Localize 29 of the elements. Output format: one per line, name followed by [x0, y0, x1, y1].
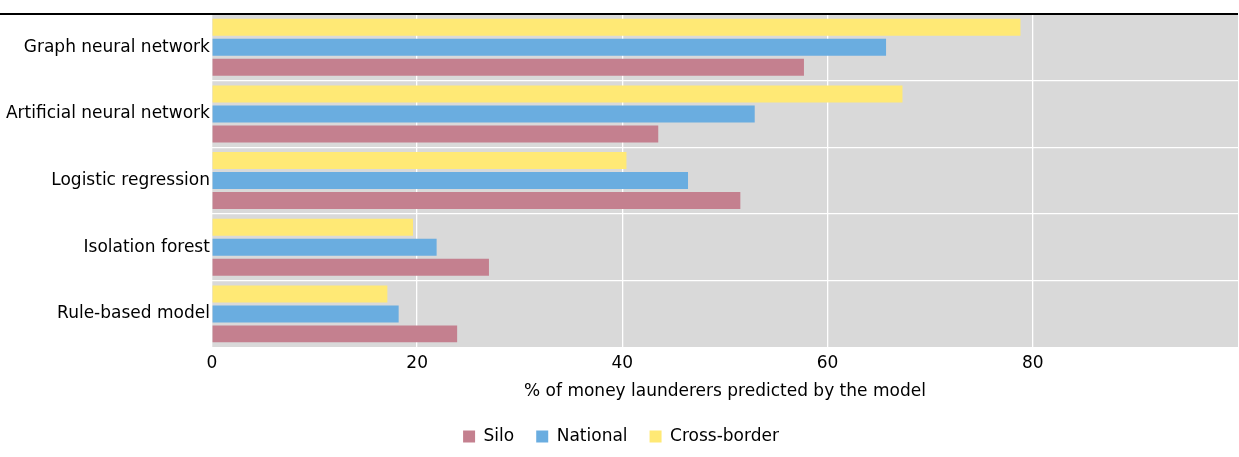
bar — [212, 218, 414, 236]
bar — [212, 258, 489, 276]
legend-label: National — [556, 424, 628, 445]
bar — [212, 285, 388, 303]
bar — [212, 325, 458, 343]
y-tick-label: Rule-based model — [57, 302, 210, 323]
bar — [212, 152, 627, 170]
y-tick-label: Logistic regression — [51, 169, 210, 190]
bar — [212, 125, 659, 143]
bar — [212, 238, 437, 256]
x-tick-label: 80 — [1021, 351, 1044, 372]
x-tick-label: 0 — [206, 351, 218, 372]
legend-label: Silo — [483, 424, 515, 445]
x-axis-title: % of money launderers predicted by the model — [524, 380, 926, 401]
bar — [212, 18, 1021, 36]
bar — [212, 192, 741, 210]
bar — [212, 105, 755, 123]
bar — [212, 38, 887, 56]
bar — [212, 58, 804, 76]
x-tick-label: 20 — [406, 351, 428, 372]
bar — [212, 85, 903, 103]
bar — [212, 172, 689, 190]
y-tick-label: Artificial neural network — [5, 102, 211, 123]
x-tick-label: 40 — [611, 351, 634, 372]
legend-label: Cross-border — [670, 424, 779, 445]
x-tick-label: 60 — [816, 351, 839, 372]
y-tick-label: Graph neural network — [23, 35, 211, 56]
bar — [212, 305, 399, 323]
y-tick-label: Isolation forest — [83, 235, 211, 256]
